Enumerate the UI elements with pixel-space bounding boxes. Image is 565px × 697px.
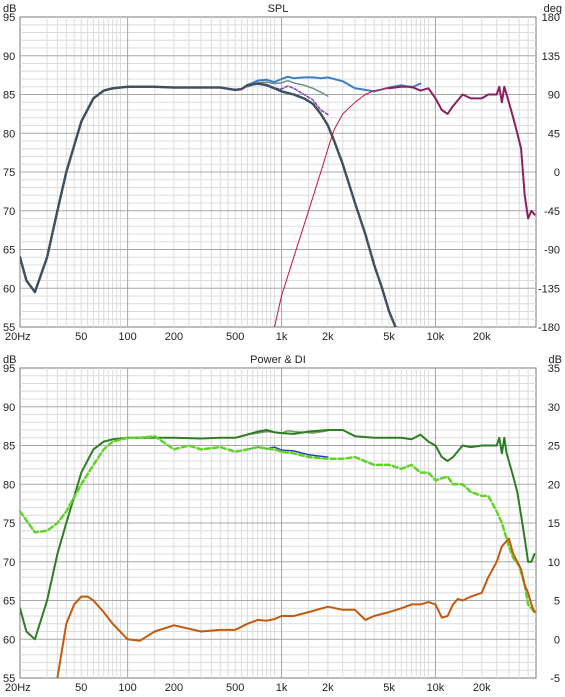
power-y-tick-label: 60: [3, 634, 15, 646]
power-x-tick-label: 10k: [427, 682, 445, 694]
power-y-tick-label: 80: [3, 479, 15, 491]
power-y-tick-label: 95: [3, 363, 15, 375]
spl-y-tick-label: 55: [3, 322, 15, 334]
spl-chart: SPL dB deg 55 60 65 70 75 80 85 90 95 -180 -135 -90 -45…: [3, 3, 562, 343]
spl-x-tick-label: 200: [165, 331, 183, 343]
spl-y2-tick-label: 45: [548, 128, 560, 140]
power-y2-tick-label: 5: [554, 596, 560, 608]
spl-series-line-4: [20, 82, 397, 327]
power-x-tick-label: 1k: [276, 682, 288, 694]
power-y2-tick-label: 20: [548, 479, 560, 491]
spl-y-tick-label: 90: [3, 51, 15, 63]
spl-x-tick-label: 2k: [322, 331, 334, 343]
spl-x-tick-label: 1k: [276, 331, 288, 343]
spl-x-tick-label: 20Hz: [5, 331, 31, 343]
spl-x-tick-label: 20k: [473, 331, 491, 343]
spl-series-line-5: [274, 87, 390, 327]
spl-y2-tick-label: 0: [554, 167, 560, 179]
power-x-tick-label: 5k: [383, 682, 395, 694]
spl-right-unit-label: deg: [544, 3, 562, 15]
power-y2-tick-label: 35: [548, 363, 560, 375]
power-series-line-5: [56, 537, 536, 678]
spl-series-line-3: [246, 79, 329, 97]
spl-series-line-6: [388, 85, 536, 220]
spl-left-unit-label: dB: [3, 3, 16, 15]
spl-y-tick-label: 80: [3, 128, 15, 140]
spl-y2-tick-label: -45: [544, 206, 560, 218]
spl-y2-tick-label: -180: [538, 322, 560, 334]
spl-y-tick-label: 60: [3, 283, 15, 295]
power-y2-tick-label: -5: [550, 673, 560, 685]
power-y-tick-label: 55: [3, 673, 15, 685]
power-x-tick-label: 50: [75, 682, 87, 694]
spl-y-tick-label: 65: [3, 245, 15, 257]
power-x-tick-label: 20Hz: [5, 682, 31, 694]
spl-x-tick-label: 500: [226, 331, 244, 343]
power-x-tick-label: 2k: [322, 682, 334, 694]
spl-y-tick-label: 95: [3, 12, 15, 24]
power-y2-tick-label: 0: [554, 634, 560, 646]
power-y-tick-label: 90: [3, 402, 15, 414]
spl-x-tick-label: 50: [75, 331, 87, 343]
power-di-chart: Power & DI dB dB 55 60 65 70 75 80 85 90 95 -5 0 5 10 15…: [3, 354, 562, 694]
power-y-tick-label: 70: [3, 557, 15, 569]
power-right-unit-label: dB: [549, 354, 562, 366]
spl-y2-tick-label: 180: [542, 12, 560, 24]
power-y-tick-label: 75: [3, 518, 15, 530]
power-left-unit-label: dB: [3, 354, 16, 366]
spl-x-tick-label: 100: [118, 331, 136, 343]
spl-y2-tick-label: 90: [548, 90, 560, 102]
power-x-tick-label: 500: [226, 682, 244, 694]
power-y-tick-label: 65: [3, 596, 15, 608]
spl-chart-title: SPL: [268, 3, 289, 15]
power-y2-tick-label: 15: [548, 518, 560, 530]
power-y2-tick-label: 25: [548, 441, 560, 453]
power-x-tick-label: 100: [118, 682, 136, 694]
power-series-line-4: [20, 434, 536, 614]
power-series-line-2: [20, 429, 536, 641]
spl-y-tick-label: 85: [3, 90, 15, 102]
spl-y2-tick-label: -90: [544, 245, 560, 257]
spl-series-group: [20, 75, 536, 327]
spl-y-tick-label: 75: [3, 167, 15, 179]
power-y2-tick-label: 30: [548, 402, 560, 414]
spl-y2-tick-label: -135: [538, 283, 560, 295]
power-x-tick-label: 20k: [473, 682, 491, 694]
spl-x-tick-label: 5k: [383, 331, 395, 343]
power-y-tick-label: 85: [3, 441, 15, 453]
spl-x-tick-label: 10k: [427, 331, 445, 343]
power-series-group: [20, 429, 536, 678]
spl-y2-tick-label: 135: [542, 51, 560, 63]
power-x-tick-label: 200: [165, 682, 183, 694]
spl-y-tick-label: 70: [3, 206, 15, 218]
power-chart-title: Power & DI: [250, 354, 306, 366]
power-y2-tick-label: 10: [548, 557, 560, 569]
